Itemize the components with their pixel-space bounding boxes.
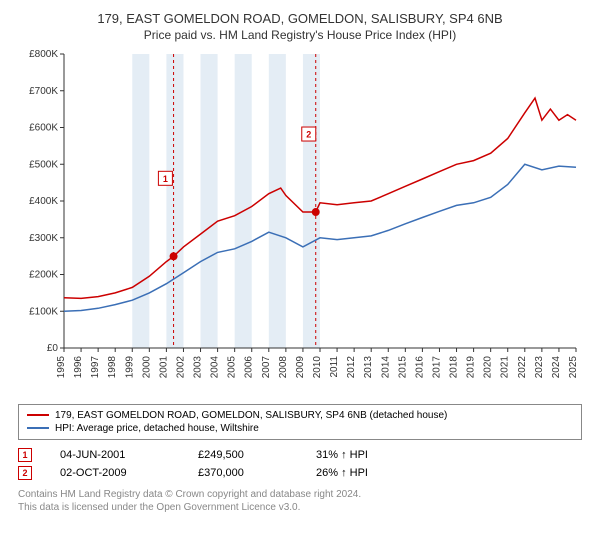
svg-text:2000: 2000: [141, 355, 152, 378]
svg-text:2025: 2025: [568, 355, 579, 378]
svg-text:1998: 1998: [107, 355, 118, 378]
legend-label: 179, EAST GOMELDON ROAD, GOMELDON, SALIS…: [55, 410, 447, 421]
svg-text:2017: 2017: [431, 355, 442, 378]
svg-text:2022: 2022: [517, 355, 528, 378]
svg-text:2007: 2007: [261, 355, 272, 378]
svg-text:2011: 2011: [329, 355, 340, 377]
svg-text:2016: 2016: [414, 355, 425, 378]
svg-text:£600K: £600K: [29, 122, 58, 133]
svg-text:£400K: £400K: [29, 196, 58, 207]
svg-text:2005: 2005: [227, 355, 238, 378]
legend-swatch: [27, 427, 49, 429]
svg-text:1996: 1996: [73, 355, 84, 378]
svg-text:2012: 2012: [346, 355, 357, 378]
transaction-price: £370,000: [198, 467, 288, 479]
svg-text:2019: 2019: [466, 355, 477, 378]
svg-text:£100K: £100K: [29, 306, 58, 317]
svg-text:£0: £0: [47, 343, 59, 354]
svg-text:£300K: £300K: [29, 232, 58, 243]
chart-plot-area: £0 £100K £200K £300K £400K £500K £600K £700K £80…: [18, 48, 582, 398]
footer-line-2: This data is licensed under the Open Gov…: [18, 501, 582, 515]
chart-subtitle: Price paid vs. HM Land Registry's House …: [18, 28, 582, 42]
chart-container: 179, EAST GOMELDON ROAD, GOMELDON, SALIS…: [0, 0, 600, 560]
chart-title: 179, EAST GOMELDON ROAD, GOMELDON, SALIS…: [18, 10, 582, 28]
svg-text:2021: 2021: [500, 355, 511, 378]
svg-text:2008: 2008: [278, 355, 289, 378]
svg-text:2023: 2023: [534, 355, 545, 378]
svg-text:£500K: £500K: [29, 159, 58, 170]
svg-text:1997: 1997: [90, 355, 101, 378]
footer: Contains HM Land Registry data © Crown c…: [18, 488, 582, 515]
svg-text:1995: 1995: [56, 355, 67, 378]
transaction-date: 04-JUN-2001: [60, 449, 170, 461]
svg-text:2009: 2009: [295, 355, 306, 378]
svg-text:2015: 2015: [397, 355, 408, 378]
transaction-price: £249,500: [198, 449, 288, 461]
svg-text:2001: 2001: [158, 355, 169, 378]
svg-text:2006: 2006: [244, 355, 255, 378]
legend: 179, EAST GOMELDON ROAD, GOMELDON, SALIS…: [18, 404, 582, 440]
transactions-table: 1 04-JUN-2001 £249,500 31% ↑ HPI 2 02-OCT-200…: [18, 446, 582, 482]
footer-line-1: Contains HM Land Registry data © Crown c…: [18, 488, 582, 502]
transaction-pct: 26% ↑ HPI: [316, 467, 406, 479]
svg-text:2004: 2004: [210, 355, 221, 378]
transaction-row: 1 04-JUN-2001 £249,500 31% ↑ HPI: [18, 446, 582, 464]
legend-item: HPI: Average price, detached house, Wilt…: [27, 422, 573, 435]
svg-text:2024: 2024: [551, 355, 562, 378]
svg-text:2014: 2014: [380, 355, 391, 378]
line-chart-svg: £0 £100K £200K £300K £400K £500K £600K £700K £80…: [18, 48, 582, 398]
transaction-row: 2 02-OCT-2009 £370,000 26% ↑ HPI: [18, 464, 582, 482]
svg-text:2018: 2018: [449, 355, 460, 378]
svg-text:1999: 1999: [124, 355, 135, 378]
svg-text:£700K: £700K: [29, 85, 58, 96]
svg-text:2002: 2002: [175, 355, 186, 378]
legend-swatch: [27, 414, 49, 416]
svg-text:2003: 2003: [193, 355, 204, 378]
transaction-date: 02-OCT-2009: [60, 467, 170, 479]
legend-item: 179, EAST GOMELDON ROAD, GOMELDON, SALIS…: [27, 409, 573, 422]
transaction-marker: 1: [18, 448, 32, 462]
transaction-pct: 31% ↑ HPI: [316, 449, 406, 461]
svg-text:2013: 2013: [363, 355, 374, 378]
svg-text:£800K: £800K: [29, 49, 58, 60]
svg-text:£200K: £200K: [29, 269, 58, 280]
legend-label: HPI: Average price, detached house, Wilt…: [55, 423, 259, 434]
svg-text:2020: 2020: [483, 355, 494, 378]
transaction-marker: 2: [18, 466, 32, 480]
svg-text:2010: 2010: [312, 355, 323, 378]
svg-text:1: 1: [163, 173, 168, 183]
svg-text:2: 2: [306, 129, 311, 139]
